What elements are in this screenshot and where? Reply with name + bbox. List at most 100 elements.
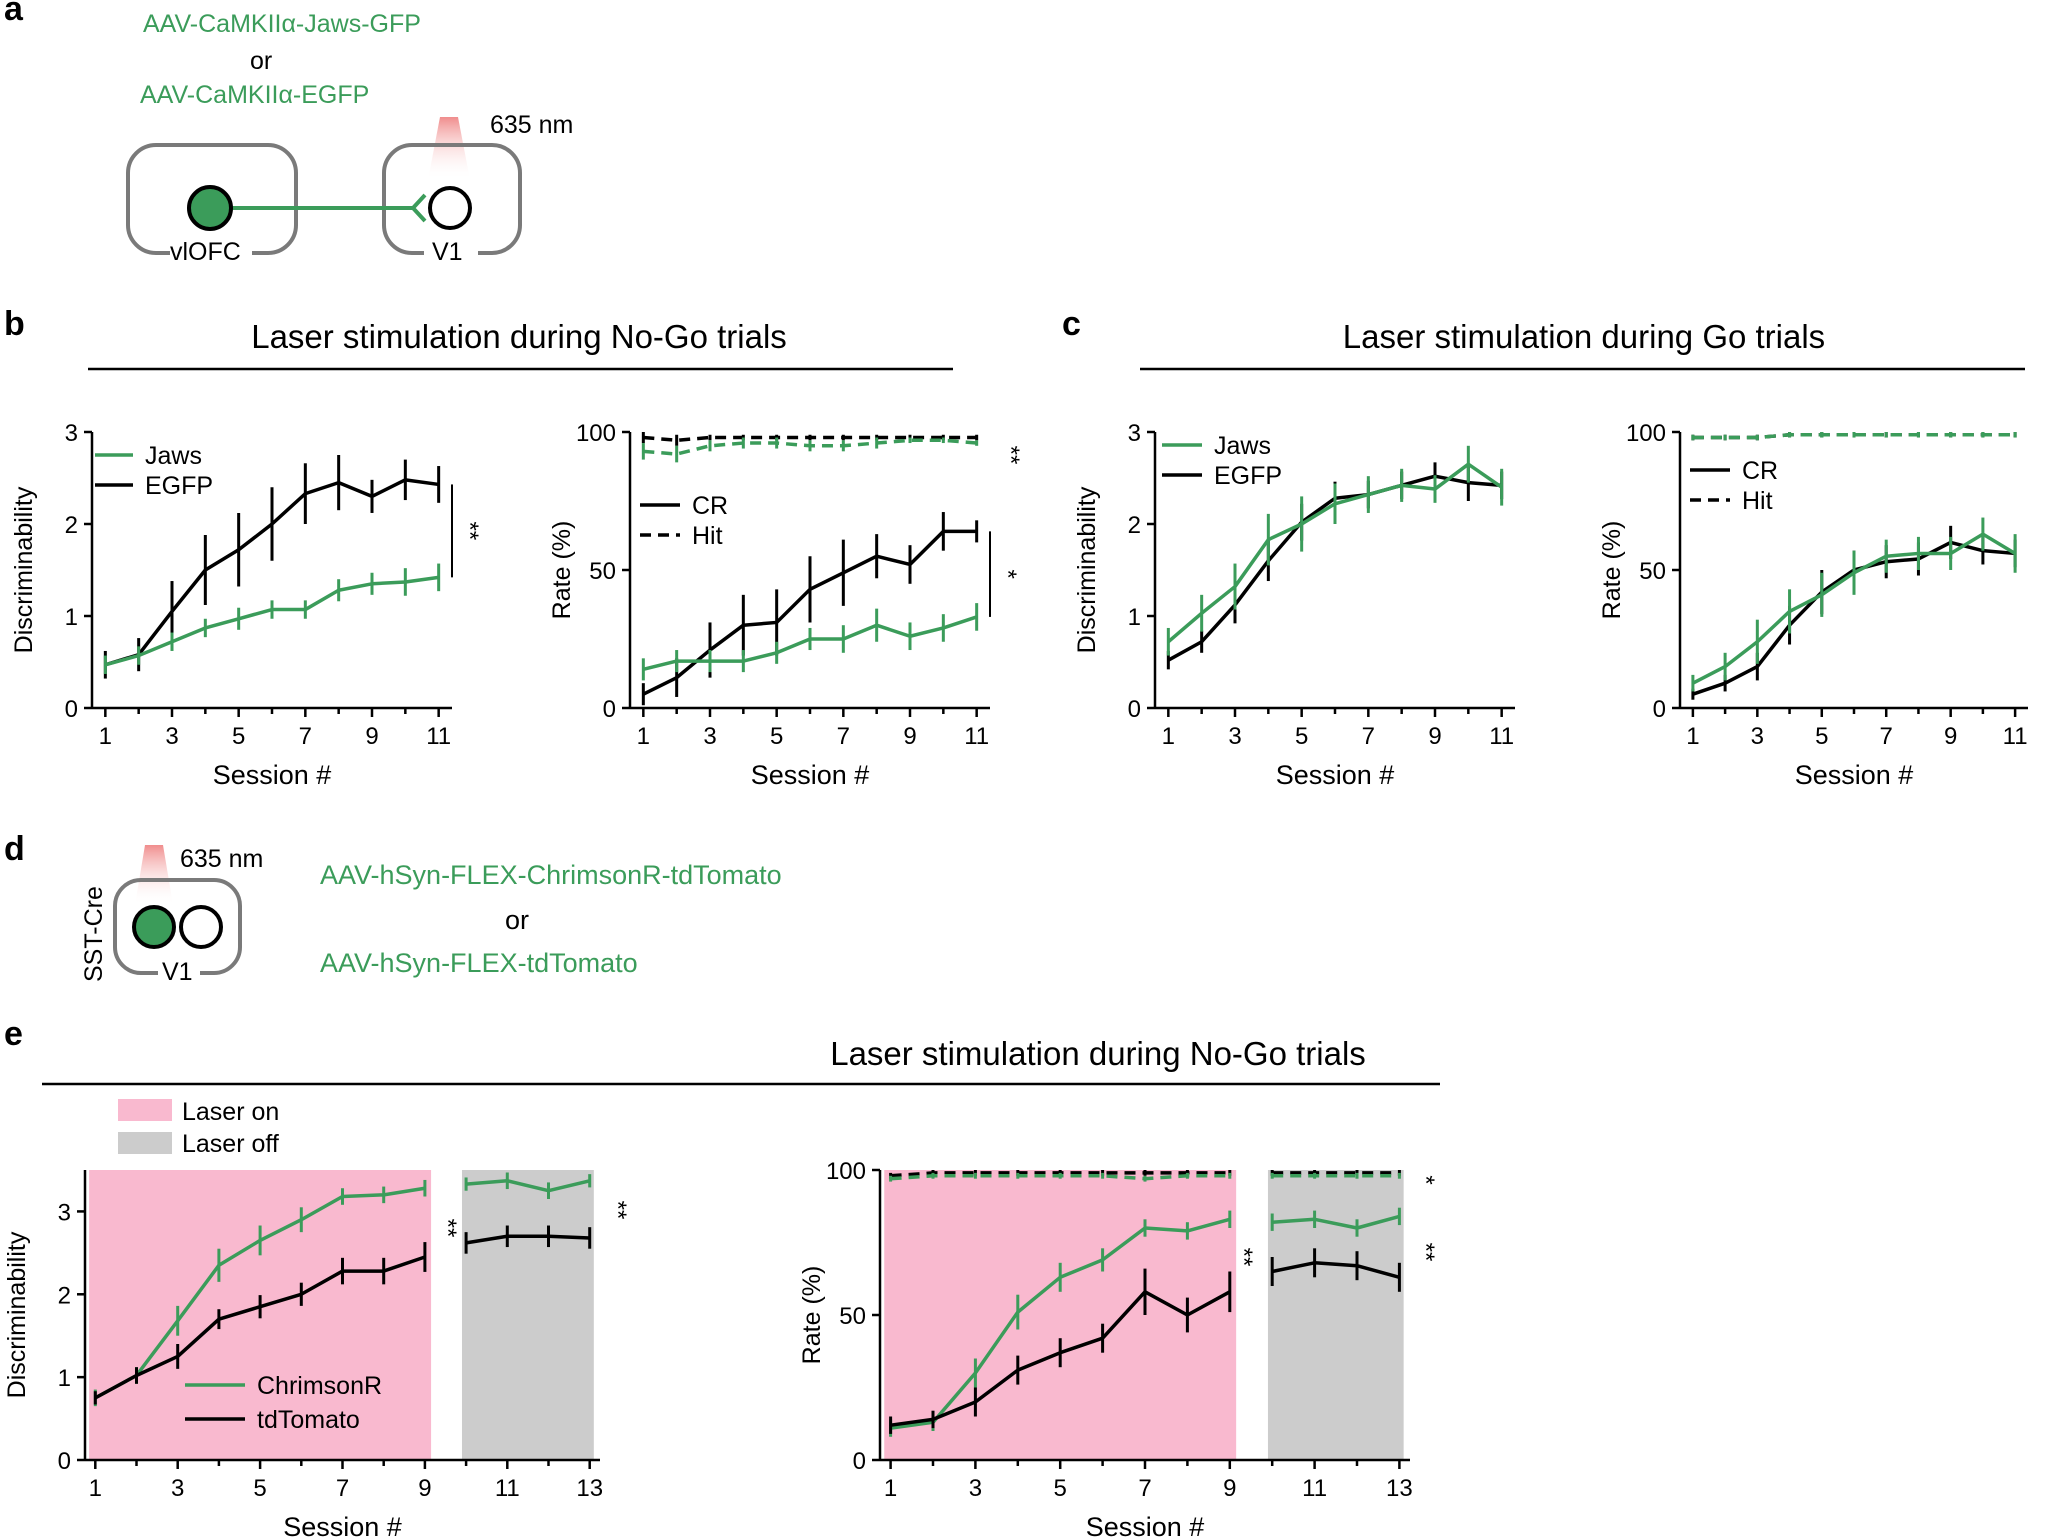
x-tick-label: 13 — [576, 1475, 603, 1502]
data-point — [300, 1218, 303, 1221]
series-cr-tdtomato-on — [889, 1268, 1232, 1434]
data-point — [382, 1193, 385, 1197]
x-tick-label: 7 — [1880, 723, 1893, 750]
header-b: Laser stimulation during No-Go trials — [251, 318, 787, 355]
data-point — [1167, 640, 1170, 643]
data-point — [708, 444, 712, 447]
significance-label: ** — [434, 1219, 461, 1238]
data-point — [1016, 1368, 1019, 1372]
data-point — [1852, 433, 1856, 436]
y-tick-label: 3 — [1128, 420, 1141, 447]
x-tick-label: 9 — [1944, 723, 1957, 750]
x-axis-label: Session # — [751, 760, 870, 790]
data-point — [1101, 1174, 1104, 1178]
data-point — [908, 635, 912, 638]
x-tick-label: 11 — [495, 1475, 520, 1502]
data-point — [1101, 1337, 1104, 1340]
significance-label: * — [1412, 1175, 1439, 1184]
header-e: Laser stimulation during No-Go trials — [830, 1035, 1366, 1072]
data-point — [1267, 538, 1270, 541]
data-point — [1400, 484, 1403, 487]
data-point — [842, 436, 845, 439]
x-tick-label: 3 — [969, 1475, 982, 1502]
legend-label: ChrimsonR — [257, 1372, 382, 1400]
x-tick-label: 5 — [1295, 723, 1308, 750]
or-label: or — [505, 905, 529, 935]
data-point — [170, 610, 174, 613]
data-point — [1313, 1261, 1316, 1265]
data-point — [588, 1179, 591, 1182]
data-point — [423, 1187, 427, 1190]
data-point — [908, 439, 912, 442]
series-chrimsonr-off — [464, 1172, 592, 1199]
data-point — [588, 1236, 591, 1240]
data-point — [1981, 433, 1985, 436]
v1-label: V1 — [162, 958, 193, 986]
series-cr-jaws — [1691, 517, 2017, 692]
series-line — [1271, 1261, 1400, 1279]
data-point — [1355, 1226, 1359, 1230]
x-tick-label: 9 — [1223, 1475, 1236, 1502]
laser-legend: Laser on Laser off — [118, 1098, 279, 1158]
data-point — [1691, 681, 1695, 685]
laser-beam-icon — [428, 117, 470, 180]
x-tick-label: 3 — [1751, 723, 1764, 750]
legend-label: EGFP — [1214, 462, 1282, 490]
legend-label: CR — [1742, 457, 1778, 485]
series-jaws — [1166, 445, 1504, 656]
significance-label: ** — [604, 1201, 631, 1220]
y-tick-label: 0 — [1653, 696, 1666, 723]
construct-jaws-label: AAV-CaMKIIα-Jaws-GFP — [143, 10, 421, 38]
x-tick-label: 5 — [770, 723, 783, 750]
series-hit-jaws — [641, 437, 979, 463]
data-point — [742, 441, 745, 445]
series-cr-chrimsonr-on — [889, 1210, 1232, 1437]
data-point — [974, 1174, 977, 1178]
x-tick-label: 1 — [99, 723, 112, 750]
x-tick-label: 11 — [2003, 723, 2028, 750]
data-point — [1723, 665, 1727, 668]
y-tick-label: 2 — [1128, 512, 1141, 539]
y-tick-label: 1 — [58, 1365, 71, 1392]
y-tick-label: 50 — [589, 558, 616, 585]
data-point — [875, 555, 878, 558]
panel-d-schematic: SST-Cre 635 nm V1 AAV-hSyn-FLEX-Chrimson… — [80, 845, 782, 986]
legend-label: Jaws — [1214, 432, 1271, 460]
x-tick-label: 9 — [418, 1475, 431, 1502]
data-point — [237, 548, 240, 551]
data-point — [104, 663, 107, 666]
y-tick-label: 3 — [65, 420, 78, 447]
v1-label: V1 — [432, 238, 463, 266]
y-tick-label: 2 — [58, 1282, 71, 1309]
y-tick-label: 100 — [576, 420, 616, 447]
data-point — [300, 1293, 303, 1296]
series-hit-jaws — [1691, 432, 2017, 441]
data-point — [1756, 640, 1759, 643]
data-point — [808, 637, 812, 641]
significance-label: * — [994, 569, 1021, 578]
y-tick-label: 0 — [853, 1448, 866, 1475]
data-point — [974, 1400, 977, 1404]
data-point — [204, 568, 207, 572]
panel-letter-c: c — [1062, 305, 1081, 343]
header-c: Laser stimulation during Go trials — [1343, 318, 1825, 355]
data-point — [304, 492, 307, 495]
data-point — [1691, 436, 1695, 439]
data-point — [423, 1255, 427, 1259]
y-axis-label: Discriminability — [3, 1231, 31, 1398]
y-tick-label: 1 — [65, 604, 78, 631]
data-point — [1691, 693, 1695, 696]
x-tick-label: 11 — [1489, 723, 1514, 750]
data-point — [547, 1235, 550, 1238]
y-tick-label: 100 — [826, 1158, 866, 1185]
data-point — [942, 530, 945, 533]
data-point — [2013, 433, 2017, 436]
data-point — [1500, 486, 1503, 489]
series-hit-chrimsonr-off — [1270, 1172, 1401, 1179]
x-tick-label: 1 — [89, 1475, 102, 1502]
data-point — [889, 1177, 892, 1180]
data-point — [1186, 1174, 1189, 1178]
x-tick-label: 9 — [1428, 723, 1441, 750]
x-tick-label: 5 — [253, 1475, 266, 1502]
